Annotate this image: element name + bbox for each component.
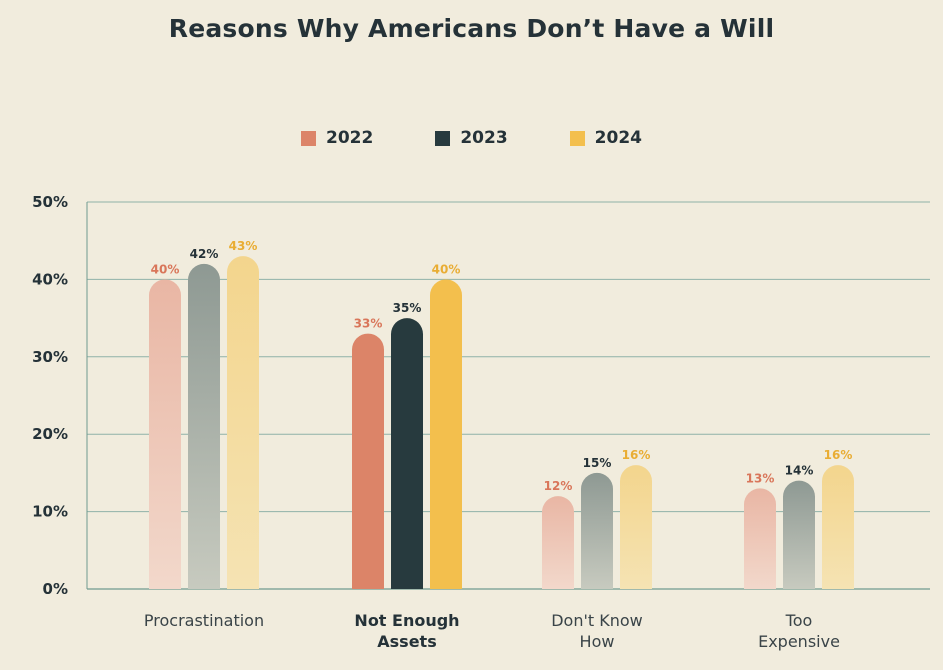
bar-2024-2 <box>620 465 652 589</box>
y-tick-label: 0% <box>43 580 68 598</box>
legend-item-2024: 2024 <box>569 128 642 148</box>
data-label: 43% <box>229 239 258 253</box>
category-label: Too <box>785 611 813 630</box>
bar-2023-1 <box>391 318 423 589</box>
category-label: Don't Know <box>551 611 643 630</box>
category-label: Procrastination <box>144 611 264 630</box>
bar-2022-0 <box>149 279 181 589</box>
category-label: Assets <box>377 632 436 651</box>
data-label: 40% <box>432 262 461 276</box>
bar-2023-2 <box>581 472 613 589</box>
data-label: 13% <box>746 471 775 485</box>
data-label: 16% <box>824 448 853 462</box>
bar-2023-0 <box>188 263 220 589</box>
legend-item-2022: 2022 <box>301 128 373 148</box>
y-tick-label: 50% <box>32 193 68 211</box>
legend-swatch <box>435 130 451 146</box>
y-tick-label: 30% <box>32 348 68 366</box>
category-label: Not Enough <box>354 611 459 630</box>
legend-swatch <box>301 130 316 146</box>
category-label: Expensive <box>758 632 840 651</box>
y-tick-label: 40% <box>32 270 68 288</box>
y-tick-label: 10% <box>32 503 68 521</box>
bar-2024-1 <box>430 279 462 589</box>
bar-2022-3 <box>744 488 776 589</box>
y-tick-label: 20% <box>32 425 68 443</box>
data-label: 15% <box>583 456 612 470</box>
legend-swatch <box>569 130 585 146</box>
legend: 2022 2023 2024 <box>0 128 943 148</box>
data-label: 14% <box>785 464 814 478</box>
data-label: 35% <box>393 301 422 315</box>
category-label: How <box>580 632 615 651</box>
data-label: 16% <box>622 448 651 462</box>
bar-2023-3 <box>783 480 815 589</box>
bar-2022-1 <box>352 333 384 589</box>
legend-item-2023: 2023 <box>435 128 508 148</box>
legend-label: 2022 <box>326 128 374 148</box>
bar-2022-2 <box>542 496 574 589</box>
chart-title: Reasons Why Americans Don’t Have a Will <box>168 14 775 43</box>
bar-2024-3 <box>822 465 854 589</box>
legend-label: 2024 <box>594 128 642 148</box>
data-label: 12% <box>544 479 573 493</box>
data-label: 33% <box>354 317 383 331</box>
legend-label: 2023 <box>460 128 508 148</box>
data-label: 40% <box>151 262 180 276</box>
bar-2024-0 <box>227 256 259 589</box>
data-label: 42% <box>190 247 219 261</box>
